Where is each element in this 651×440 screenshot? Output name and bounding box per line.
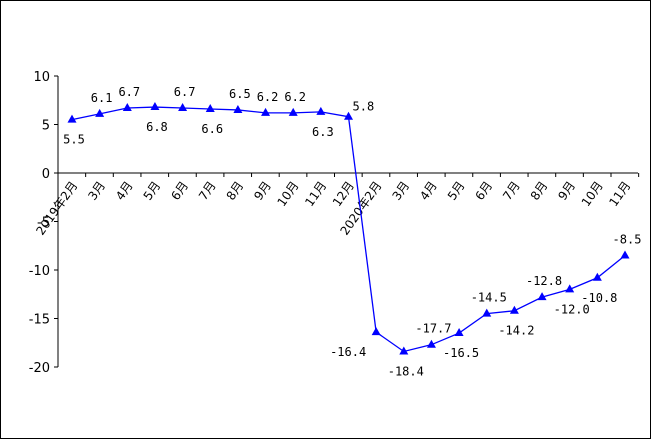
x-category-label: 12月 <box>330 179 357 209</box>
triangle-marker <box>454 328 464 337</box>
data-label: 6.8 <box>146 120 168 134</box>
data-label: -16.4 <box>330 345 366 359</box>
triangle-marker <box>122 103 132 112</box>
series <box>67 102 630 355</box>
triangle-marker <box>288 107 298 116</box>
x-category-label: 10月 <box>275 179 302 209</box>
x-category-label: 9月 <box>555 179 578 203</box>
triangle-marker <box>482 308 492 317</box>
data-label: -8.5 <box>613 232 642 246</box>
y-tick-label: -15 <box>29 313 50 328</box>
data-label: -14.2 <box>498 324 534 338</box>
y-tick-label: 0 <box>42 167 50 182</box>
x-category-label: 2019年2月 <box>33 179 80 238</box>
x-category-label: 8月 <box>224 179 247 203</box>
triangle-marker <box>509 305 519 314</box>
data-label: 5.5 <box>63 133 85 147</box>
triangle-marker <box>537 292 547 301</box>
triangle-marker <box>344 111 353 120</box>
data-label: 6.7 <box>118 85 140 99</box>
y-tick-label: -10 <box>29 264 50 279</box>
data-label: -10.8 <box>581 291 617 305</box>
data-labels: 5.5 6.1 6.7 6.8 6.7 6.6 6.5 6.2 6.2 6.3 5.8 -16.4 -1… <box>63 85 641 378</box>
x-category-label: 5月 <box>141 179 164 203</box>
triangle-marker <box>205 103 215 112</box>
x-category-label: 3月 <box>85 179 108 203</box>
triangle-marker <box>620 250 630 259</box>
data-label: -18.4 <box>388 364 424 378</box>
y-tick-label: -20 <box>29 361 50 376</box>
data-label: -12.0 <box>554 302 590 316</box>
data-label: 6.2 <box>284 90 306 104</box>
data-label: -12.8 <box>526 274 562 288</box>
data-label: -17.7 <box>415 322 451 336</box>
x-category-label: 9月 <box>251 179 274 203</box>
x-category-label: 7月 <box>196 179 219 203</box>
data-label: 6.6 <box>201 122 223 136</box>
triangle-marker <box>399 346 409 355</box>
data-label: 6.5 <box>229 87 251 101</box>
data-label: 6.3 <box>312 125 334 139</box>
triangle-marker <box>592 272 602 281</box>
x-category-label: 10月 <box>579 179 606 209</box>
x-category-label: 6月 <box>472 179 495 203</box>
data-label: 6.7 <box>174 85 196 99</box>
triangle-marker <box>261 107 271 116</box>
triangle-marker <box>371 327 381 336</box>
triangle-marker <box>565 284 575 293</box>
data-label: -14.5 <box>471 291 507 305</box>
x-category-label: 3月 <box>390 179 413 203</box>
triangle-marker <box>67 114 77 123</box>
data-label: 5.8 <box>353 100 375 114</box>
x-category-label: 7月 <box>500 179 523 203</box>
triangle-marker <box>150 102 160 111</box>
y-tick-label: 10 <box>33 70 50 85</box>
data-label: -16.5 <box>443 346 479 360</box>
triangle-marker <box>178 103 188 112</box>
y-tick-label: -5 <box>37 216 50 231</box>
x-category-label: 4月 <box>417 179 440 203</box>
triangle-marker <box>95 108 105 117</box>
x-category-label: 11月 <box>606 179 633 209</box>
x-category-label: 11月 <box>302 179 329 209</box>
y-tick-label: 5 <box>42 119 50 134</box>
triangle-marker <box>426 339 436 348</box>
x-category-label: 4月 <box>113 179 136 203</box>
x-category-label: 8月 <box>528 179 551 203</box>
triangle-marker <box>233 104 243 113</box>
data-label: 6.2 <box>257 90 279 104</box>
y-axis-ticks: 10 5 0 -5 -10 -15 -20 <box>29 70 58 376</box>
x-category-label: 6月 <box>168 179 191 203</box>
triangle-marker <box>316 106 326 115</box>
data-label: 6.1 <box>91 91 113 105</box>
x-category-label: 5月 <box>445 179 468 203</box>
